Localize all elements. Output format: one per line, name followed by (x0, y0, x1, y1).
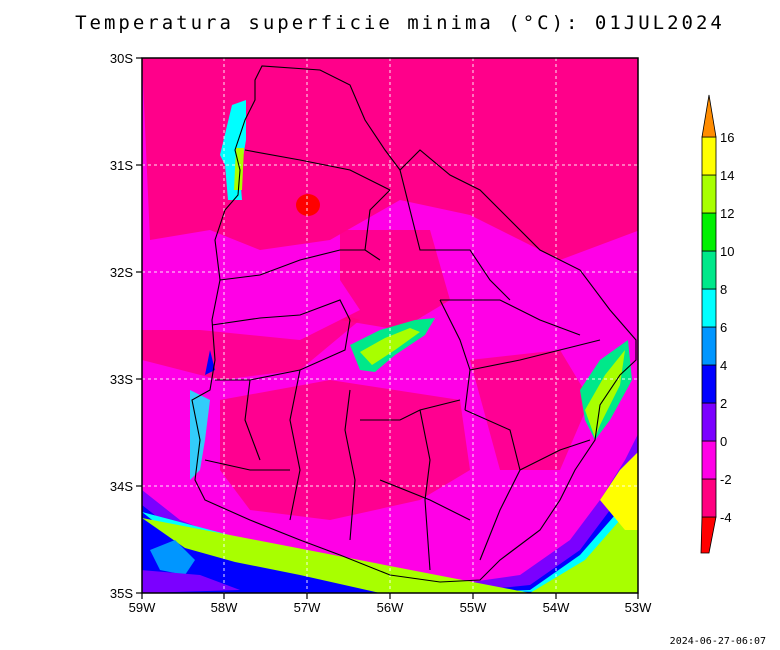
lat-tick-32s: 32S (110, 265, 133, 280)
colorbar-label-2: 2 (720, 396, 727, 411)
colorbar-labels: -4 -2 0 2 4 6 8 10 12 14 16 (720, 130, 734, 525)
lat-tick-35s: 35S (110, 586, 133, 601)
lat-tick-31s: 31S (110, 158, 133, 173)
colorbar-seg-1 (701, 478, 717, 518)
colorbar-label-14: 14 (720, 168, 734, 183)
colorbar-label-6: 6 (720, 320, 727, 335)
colorbar-seg-7 (701, 250, 717, 290)
colorbar-seg-8 (701, 212, 717, 252)
colorbar-seg-11 (701, 94, 717, 138)
colorbar-seg-2 (701, 440, 717, 480)
colorbar-label-0: 0 (720, 434, 727, 449)
colorbar-seg-0 (700, 516, 717, 554)
colorbar-seg-9 (701, 174, 717, 214)
lon-tick-59w: 59W (129, 600, 156, 615)
colorbar-label-10: 10 (720, 244, 734, 259)
lon-tick-58w: 58W (211, 600, 238, 615)
lon-tick-53w: 53W (625, 600, 652, 615)
colorbar (700, 94, 717, 554)
colorbar-seg-10 (701, 136, 717, 176)
temperature-field (142, 58, 638, 593)
colorbar-seg-3 (701, 402, 717, 442)
lat-tick-labels: 30S 31S 32S 33S 34S 35S (110, 51, 133, 601)
lat-tick-34s: 34S (110, 479, 133, 494)
colorbar-label-12: 12 (720, 206, 734, 221)
tick-marks (136, 57, 639, 599)
lon-tick-55w: 55W (460, 600, 487, 615)
map-title: Temperatura superficie minima (°C): 01JU… (75, 12, 725, 34)
lat-tick-30s: 30S (110, 51, 133, 66)
lon-tick-56w: 56W (377, 600, 404, 615)
lon-tick-57w: 57W (294, 600, 321, 615)
colorbar-label-m2: -2 (720, 472, 732, 487)
lon-tick-54w: 54W (543, 600, 570, 615)
lon-tick-labels: 59W 58W 57W 56W 55W 54W 53W (129, 600, 652, 615)
border-lines (191, 65, 637, 583)
colorbar-seg-5 (701, 326, 717, 366)
colorbar-label-m4: -4 (720, 510, 732, 525)
lat-tick-33s: 33S (110, 372, 133, 387)
colorbar-label-8: 8 (720, 282, 727, 297)
colorbar-seg-4 (701, 364, 717, 404)
colorbar-label-4: 4 (720, 358, 727, 373)
timestamp-label: 2024-06-27-06:07 (669, 636, 766, 647)
colorbar-seg-6 (701, 288, 717, 328)
colorbar-label-16: 16 (720, 130, 734, 145)
